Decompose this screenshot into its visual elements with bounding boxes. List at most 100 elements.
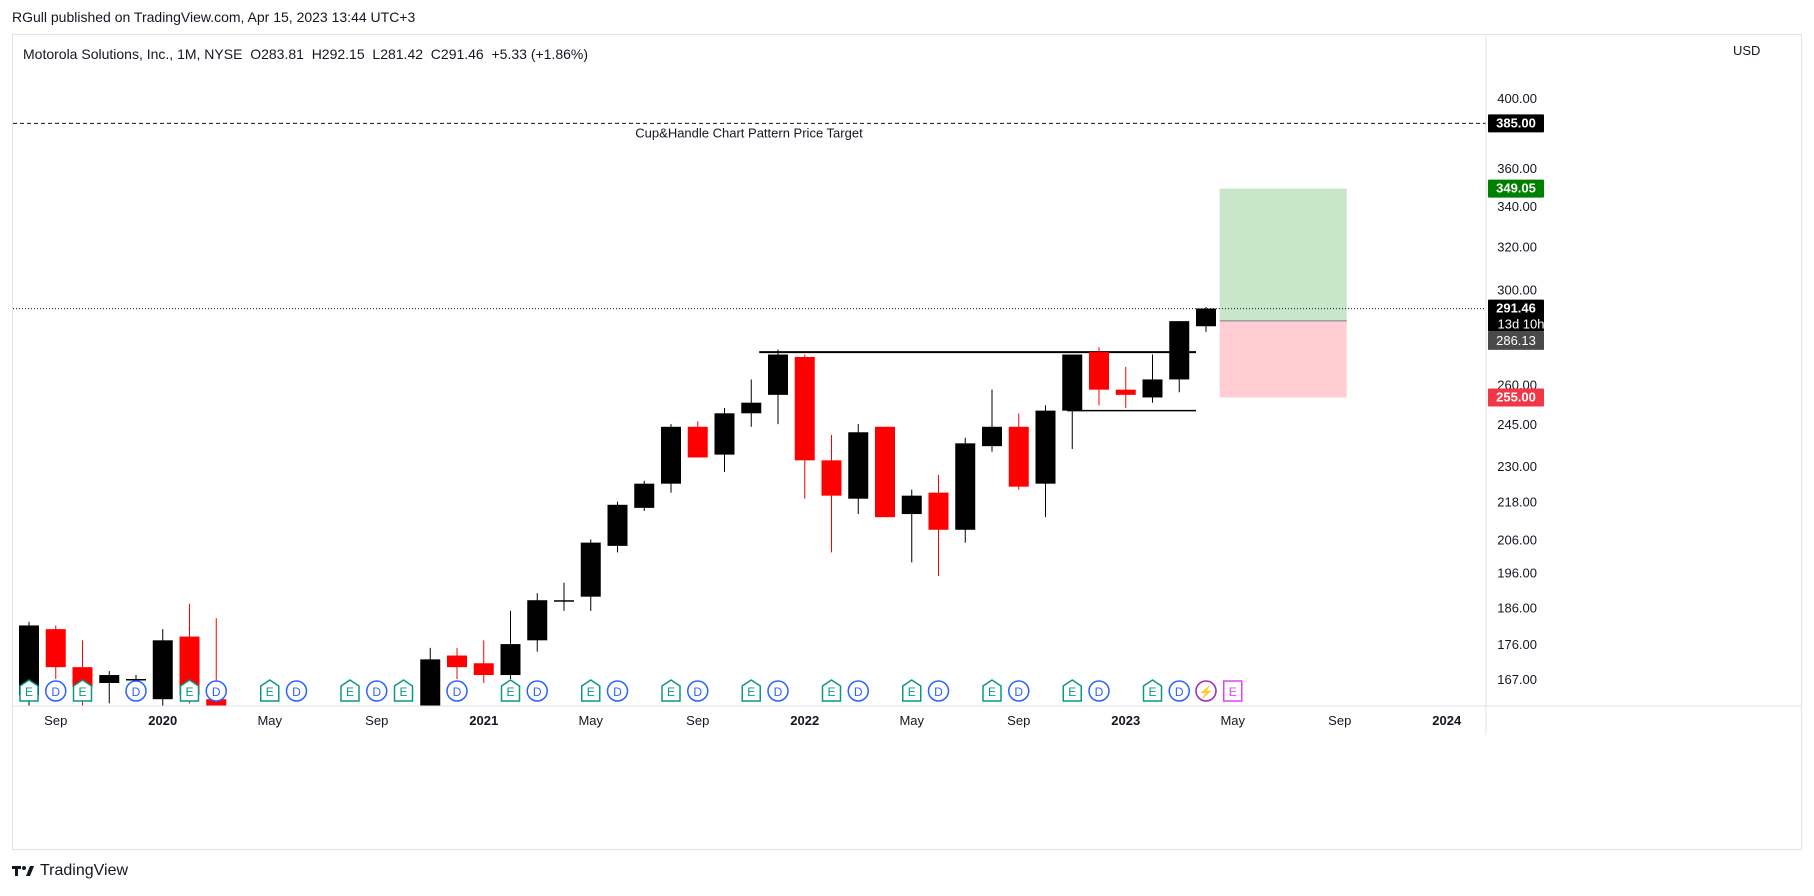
candle-body bbox=[1142, 379, 1163, 398]
price-target-label: Cup&Handle Chart Pattern Price Target bbox=[635, 125, 863, 140]
dividend-marker-icon bbox=[446, 680, 468, 702]
event-marker-glyph: D bbox=[774, 685, 783, 699]
future-earnings-marker-icon bbox=[1223, 680, 1243, 702]
candle-body bbox=[1115, 389, 1136, 395]
y-tick-label: 206.00 bbox=[1497, 532, 1537, 547]
event-marker-glyph: E bbox=[25, 685, 33, 699]
footer-brand[interactable]: TradingView bbox=[12, 862, 128, 880]
candle-body bbox=[741, 402, 762, 414]
x-tick-label: May bbox=[257, 713, 282, 728]
footer-brand-text: TradingView bbox=[40, 862, 129, 879]
y-tick-label: 360.00 bbox=[1497, 161, 1537, 176]
candle-body bbox=[126, 679, 146, 681]
event-marker-glyph: E bbox=[747, 685, 755, 699]
badge-profit-target-text: 349.05 bbox=[1496, 181, 1536, 196]
dividend-marker-icon bbox=[606, 680, 629, 702]
event-marker-glyph: D bbox=[212, 685, 221, 699]
candle-body bbox=[714, 413, 735, 455]
dividend-marker-icon bbox=[205, 680, 227, 702]
candle-body bbox=[901, 495, 922, 515]
candle-body bbox=[982, 426, 1002, 447]
y-tick-label: 320.00 bbox=[1497, 239, 1537, 254]
earnings-marker-icon bbox=[500, 679, 521, 702]
candle-body bbox=[687, 426, 708, 458]
dividend-marker-icon bbox=[1088, 680, 1110, 702]
x-tick-label: Sep bbox=[365, 713, 388, 728]
plot-area[interactable]: Cup&Handle Chart Pattern Price Target E D E… bbox=[13, 122, 1486, 845]
candle-body bbox=[447, 655, 467, 668]
event-marker-glyph: D bbox=[1014, 685, 1023, 699]
event-marker-glyph: E bbox=[266, 685, 274, 699]
event-marker-glyph: ⚡ bbox=[1199, 685, 1214, 699]
earnings-marker-icon bbox=[902, 679, 922, 702]
candle-body bbox=[1035, 410, 1056, 484]
event-marker-glyph: E bbox=[667, 685, 675, 699]
y-tick-label: 245.00 bbox=[1497, 417, 1537, 432]
event-marker-glyph: E bbox=[346, 685, 354, 699]
y-tick-label: 167.00 bbox=[1497, 672, 1537, 687]
x-tick-label: 2022 bbox=[790, 713, 819, 728]
x-tick-label: May bbox=[1220, 713, 1245, 728]
event-marker-glyph: D bbox=[613, 685, 622, 699]
candle-body bbox=[580, 542, 601, 597]
candle-body bbox=[473, 663, 494, 676]
badge-entry bbox=[1488, 331, 1544, 350]
event-marker-glyph: E bbox=[827, 685, 835, 699]
badge-stop-loss bbox=[1488, 388, 1544, 407]
event-marker-glyph: D bbox=[533, 685, 542, 699]
event-marker-glyph: D bbox=[372, 685, 381, 699]
dividend-marker-icon bbox=[526, 680, 548, 702]
event-marker-glyph: E bbox=[506, 685, 514, 699]
event-marker-glyph: E bbox=[399, 685, 407, 699]
candle-body bbox=[955, 443, 976, 530]
y-tick-label: 400.00 bbox=[1497, 91, 1537, 106]
event-marker-glyph: E bbox=[1148, 685, 1156, 699]
candle-body bbox=[19, 625, 39, 696]
split-marker-icon bbox=[1195, 680, 1217, 702]
tradingview-logo-icon bbox=[12, 866, 34, 876]
candle-body bbox=[661, 426, 681, 484]
currency-label[interactable]: USD bbox=[1733, 43, 1761, 58]
earnings-marker-icon bbox=[179, 679, 200, 702]
event-marker-glyph: E bbox=[587, 685, 595, 699]
publisher-line: RGull published on TradingView.com, Apr … bbox=[12, 9, 416, 25]
earnings-marker-icon bbox=[982, 679, 1002, 702]
candle-body bbox=[1062, 354, 1083, 411]
event-marker-glyph: E bbox=[1068, 685, 1076, 699]
event-marker-glyph: D bbox=[453, 685, 462, 699]
x-tick-label: May bbox=[899, 713, 924, 728]
event-marker-glyph: E bbox=[185, 685, 193, 699]
dividend-marker-icon bbox=[1168, 680, 1190, 702]
event-marker-glyph: E bbox=[1229, 685, 1237, 699]
x-tick-label: Sep bbox=[1328, 713, 1351, 728]
candle-body bbox=[554, 600, 574, 602]
badge-target-385-text: 385.00 bbox=[1496, 115, 1536, 130]
candle-body bbox=[99, 675, 120, 683]
y-tick-label: 230.00 bbox=[1497, 459, 1537, 474]
candle-body bbox=[821, 460, 842, 496]
earnings-marker-icon bbox=[581, 679, 601, 702]
candle-body bbox=[206, 699, 227, 706]
dividend-marker-icon bbox=[285, 680, 308, 702]
x-tick-label: 2020 bbox=[148, 713, 177, 728]
candle-body bbox=[527, 600, 548, 641]
candle-body bbox=[1089, 352, 1109, 390]
event-marker-glyph: D bbox=[854, 685, 863, 699]
profit-zone bbox=[1219, 188, 1347, 321]
y-tick-label: 196.00 bbox=[1497, 565, 1537, 580]
x-tick-label: 2024 bbox=[1432, 713, 1462, 728]
candle-body bbox=[768, 354, 788, 395]
candle-body bbox=[152, 640, 173, 700]
candle-body bbox=[634, 483, 655, 508]
symbol-legend: Motorola Solutions, Inc., 1M, NYSE O283.… bbox=[23, 46, 589, 62]
dividend-marker-icon bbox=[927, 680, 950, 702]
dividend-marker-icon bbox=[767, 680, 789, 702]
dividend-marker-icon bbox=[1008, 680, 1030, 702]
dividend-marker-icon bbox=[125, 680, 147, 702]
event-marker-glyph: D bbox=[693, 685, 702, 699]
candle-body bbox=[928, 492, 949, 530]
chart-frame bbox=[12, 34, 1802, 850]
earnings-marker-icon bbox=[19, 679, 39, 702]
loss-zone bbox=[1219, 320, 1347, 398]
